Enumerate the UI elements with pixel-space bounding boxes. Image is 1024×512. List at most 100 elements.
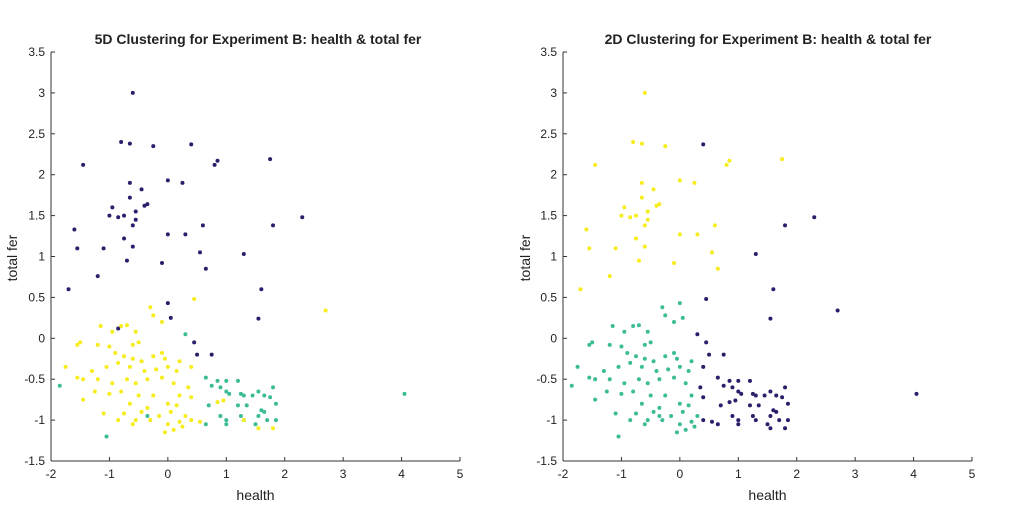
data-point xyxy=(183,332,188,337)
data-point xyxy=(256,414,261,419)
data-point xyxy=(613,246,618,251)
data-point xyxy=(192,340,197,345)
data-point xyxy=(130,90,135,95)
data-point xyxy=(660,305,665,310)
data-point xyxy=(116,360,121,365)
data-point xyxy=(715,375,720,380)
data-point xyxy=(753,393,758,398)
data-point xyxy=(753,252,758,257)
y-tick-label: 0.5 xyxy=(28,290,45,304)
data-point xyxy=(92,389,97,394)
data-point xyxy=(189,395,194,400)
data-point xyxy=(151,393,156,398)
data-point xyxy=(142,369,147,374)
y-tick-label: 0 xyxy=(550,331,557,345)
y-tick-label: 0.5 xyxy=(540,290,557,304)
data-point xyxy=(683,427,688,432)
data-point xyxy=(771,408,776,413)
data-point xyxy=(122,213,127,218)
data-point xyxy=(238,391,243,396)
data-point xyxy=(238,414,243,419)
data-point xyxy=(142,203,147,208)
data-point xyxy=(244,403,249,408)
data-point xyxy=(262,409,267,414)
data-point xyxy=(593,377,598,382)
data-point xyxy=(689,393,694,398)
data-point xyxy=(610,324,615,329)
data-point xyxy=(783,426,788,431)
x-tick-label: 1 xyxy=(223,467,230,481)
data-point xyxy=(718,403,723,408)
x-tick-label: 1 xyxy=(735,467,742,481)
data-point xyxy=(133,329,138,334)
data-point xyxy=(256,316,261,321)
data-point xyxy=(224,422,229,427)
data-point xyxy=(727,378,732,383)
data-point xyxy=(273,418,278,423)
data-point xyxy=(212,162,217,167)
data-point xyxy=(256,426,261,431)
data-point xyxy=(657,414,662,419)
data-point xyxy=(669,414,674,419)
data-point xyxy=(753,418,758,423)
data-point xyxy=(271,426,276,431)
data-point xyxy=(695,332,700,337)
data-point xyxy=(663,144,668,149)
chart-title: 5D Clustering for Experiment B: health &… xyxy=(95,31,422,47)
data-point xyxy=(154,367,159,372)
data-point xyxy=(660,418,665,423)
data-point xyxy=(139,359,144,364)
data-point xyxy=(768,414,773,419)
data-point xyxy=(780,157,785,162)
data-point xyxy=(680,315,685,320)
data-point xyxy=(724,162,729,167)
data-point xyxy=(584,227,589,232)
data-point xyxy=(145,202,150,207)
data-point xyxy=(215,378,220,383)
data-point xyxy=(645,209,650,214)
data-point xyxy=(227,391,232,396)
data-point xyxy=(686,403,691,408)
data-point xyxy=(768,316,773,321)
data-point xyxy=(171,381,176,386)
data-point xyxy=(241,418,246,423)
data-point xyxy=(674,356,679,361)
data-point xyxy=(124,377,129,382)
data-point xyxy=(607,377,612,382)
data-point xyxy=(736,389,741,394)
data-point xyxy=(750,391,755,396)
y-tick-label: -1 xyxy=(546,413,557,427)
x-tick-label: 0 xyxy=(165,467,172,481)
data-point xyxy=(197,419,202,424)
data-point xyxy=(654,369,659,374)
data-point xyxy=(271,385,276,390)
data-point xyxy=(224,378,229,383)
data-point xyxy=(130,223,135,228)
data-point xyxy=(265,418,270,423)
y-tick-label: 1.5 xyxy=(28,209,45,223)
data-point xyxy=(631,324,636,329)
data-point xyxy=(402,391,407,396)
data-point xyxy=(651,409,656,414)
data-point xyxy=(148,418,153,423)
data-point xyxy=(704,340,709,345)
data-point xyxy=(127,195,132,200)
y-tick-label: 1 xyxy=(550,250,557,264)
scatter-points xyxy=(57,90,407,439)
data-point xyxy=(203,266,208,271)
data-point xyxy=(593,397,598,402)
data-point xyxy=(642,342,647,347)
data-point xyxy=(613,411,618,416)
data-point xyxy=(323,308,328,313)
data-point xyxy=(98,324,103,329)
y-tick-label: -1.5 xyxy=(24,454,45,468)
data-point xyxy=(116,326,121,331)
data-point xyxy=(747,378,752,383)
data-point xyxy=(634,411,639,416)
data-point xyxy=(262,393,267,398)
data-point xyxy=(698,385,703,390)
data-point xyxy=(259,287,264,292)
data-point xyxy=(730,414,735,419)
x-tick-label: 5 xyxy=(969,467,976,481)
data-point xyxy=(747,403,752,408)
